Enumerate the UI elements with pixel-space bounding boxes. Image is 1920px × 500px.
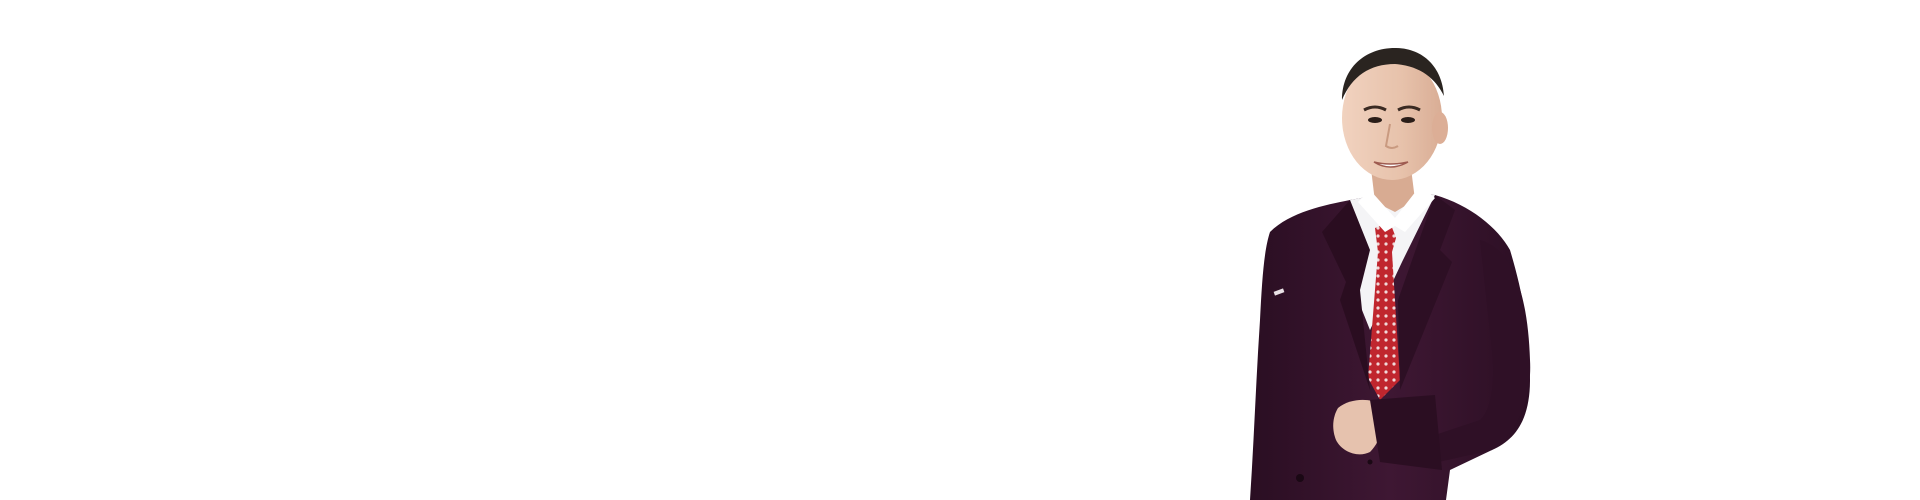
left-brow: [1363, 105, 1387, 112]
left-lapel: [1322, 200, 1370, 390]
ear: [1432, 112, 1448, 144]
right-eye: [1401, 117, 1415, 123]
right-brow: [1397, 105, 1421, 112]
smile: [1373, 161, 1409, 168]
jacket-button: [1296, 474, 1304, 482]
left-sleeve: [1370, 395, 1442, 470]
nose: [1384, 123, 1399, 149]
portrait-photo: [1230, 0, 1560, 500]
man-in-suit-illustration: [1250, 48, 1531, 500]
hair: [1342, 48, 1444, 100]
pocket-square: [1273, 288, 1285, 296]
shirt-collar: [1358, 186, 1435, 232]
sleeve-button: [1367, 459, 1373, 465]
right-lapel: [1398, 195, 1455, 390]
left-eye: [1368, 117, 1382, 123]
right-arm: [1420, 240, 1531, 465]
head: [1342, 56, 1442, 180]
hand: [1333, 399, 1383, 455]
tie: [1368, 222, 1400, 400]
